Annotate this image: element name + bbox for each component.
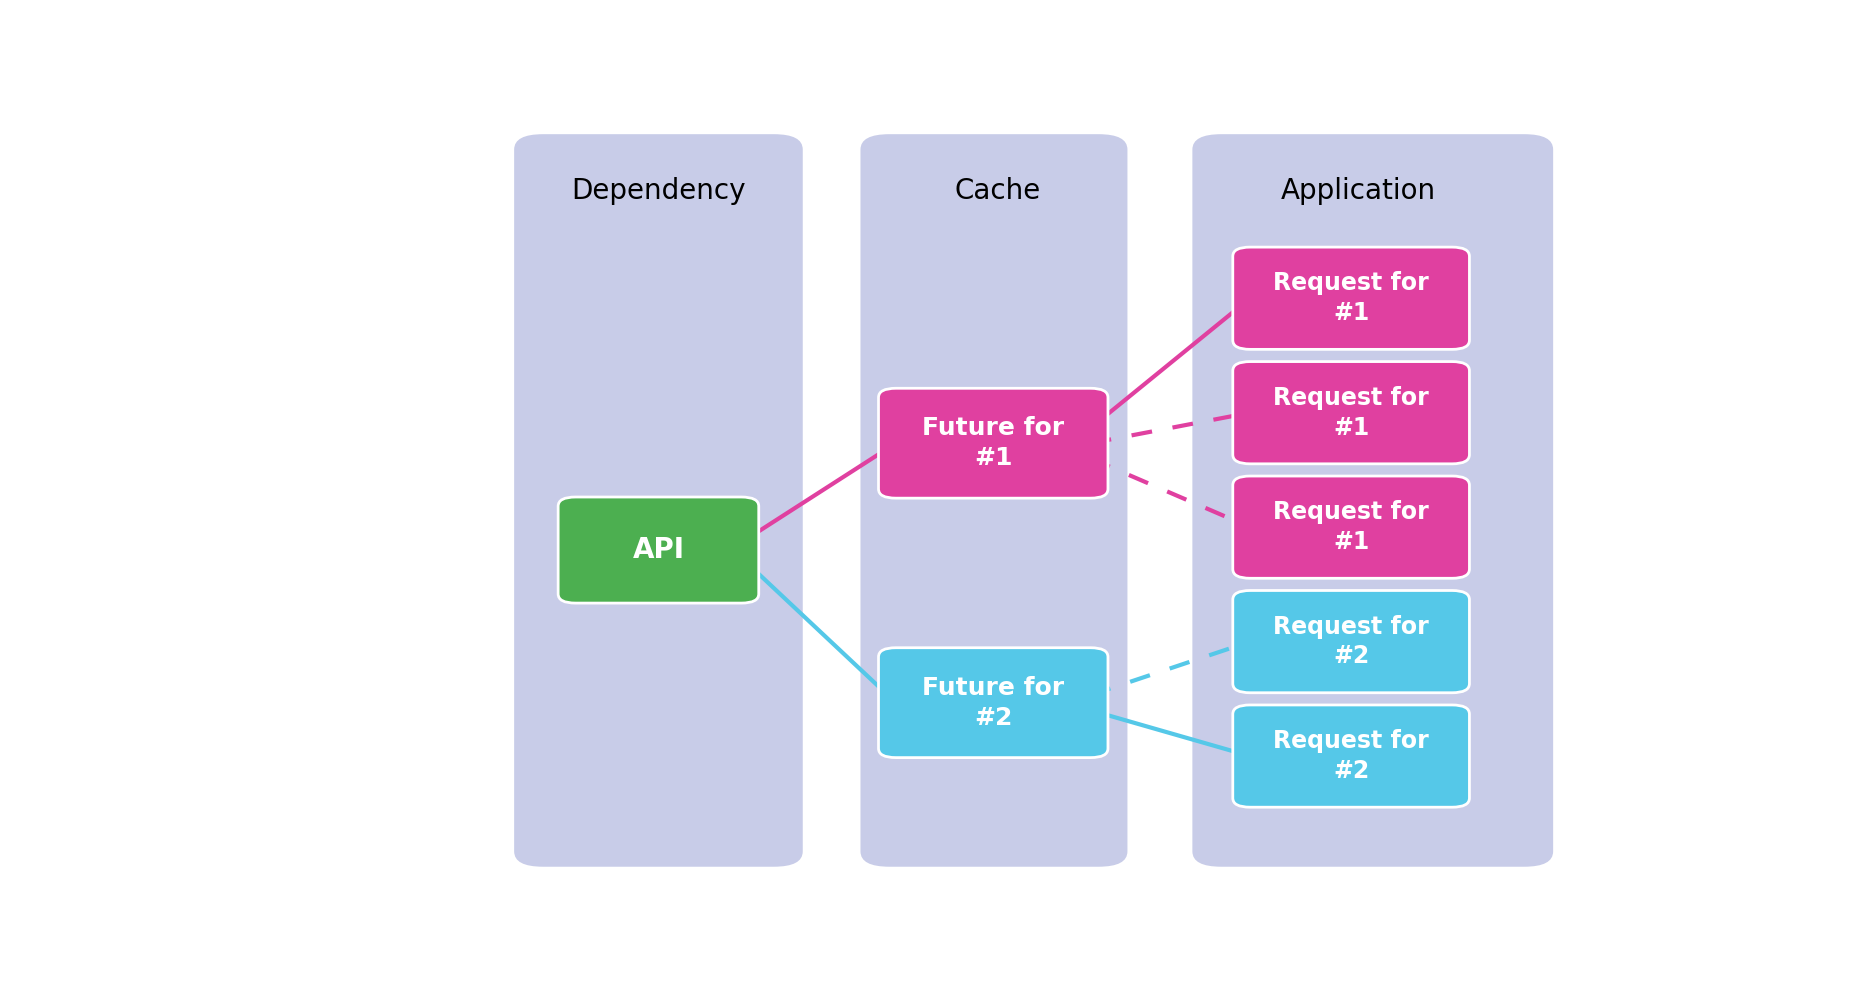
Text: Application: Application bbox=[1281, 177, 1436, 205]
FancyBboxPatch shape bbox=[1233, 705, 1469, 808]
Text: API: API bbox=[633, 536, 685, 564]
FancyBboxPatch shape bbox=[1192, 134, 1553, 867]
FancyBboxPatch shape bbox=[559, 497, 758, 604]
Text: Request for
#2: Request for #2 bbox=[1274, 614, 1428, 669]
Text: Dependency: Dependency bbox=[572, 177, 745, 205]
FancyBboxPatch shape bbox=[1233, 591, 1469, 693]
Text: Request for
#2: Request for #2 bbox=[1274, 729, 1428, 783]
Text: Request for
#1: Request for #1 bbox=[1274, 385, 1428, 440]
FancyBboxPatch shape bbox=[879, 388, 1108, 498]
Text: Future for
#2: Future for #2 bbox=[922, 676, 1065, 729]
FancyBboxPatch shape bbox=[514, 134, 803, 867]
Text: Cache: Cache bbox=[955, 177, 1041, 205]
Text: Request for
#1: Request for #1 bbox=[1274, 500, 1428, 554]
Text: Request for
#1: Request for #1 bbox=[1274, 272, 1428, 325]
FancyBboxPatch shape bbox=[1233, 247, 1469, 350]
FancyBboxPatch shape bbox=[860, 134, 1127, 867]
Text: Future for
#1: Future for #1 bbox=[922, 416, 1065, 470]
FancyBboxPatch shape bbox=[1233, 476, 1469, 579]
FancyBboxPatch shape bbox=[879, 648, 1108, 757]
FancyBboxPatch shape bbox=[1233, 362, 1469, 464]
